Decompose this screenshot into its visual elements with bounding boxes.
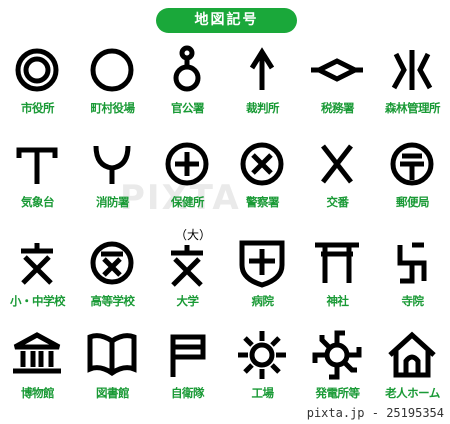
fire-station-icon (84, 136, 140, 192)
symbol-label: 工場 (251, 386, 275, 400)
symbol-label: 保健所 (171, 195, 205, 209)
symbol-cell: 博物館 (0, 327, 75, 417)
symbol-label: 警察署 (246, 195, 280, 209)
symbol-label: 発電所等 (315, 386, 361, 400)
symbol-label: 大学 (176, 294, 200, 308)
university-icon (159, 235, 215, 291)
government-office-icon (159, 42, 215, 98)
symbol-cell: 警察署 (225, 136, 300, 226)
symbol-cell: 自衛隊 (150, 327, 225, 417)
symbol-cell: 市役所 (0, 42, 75, 132)
factory-icon (234, 327, 290, 383)
school-icon (9, 235, 65, 291)
nursing-home-icon (384, 327, 440, 383)
tax-office-icon (309, 42, 365, 98)
symbol-cell: 裁判所 (225, 42, 300, 132)
symbol-cell: 高等学校 (75, 235, 150, 325)
symbol-cell: 交番 (300, 136, 375, 226)
symbol-cell: 小・中学校 (0, 235, 75, 325)
symbol-label: 図書館 (96, 386, 130, 400)
symbol-label: 市役所 (21, 101, 55, 115)
symbol-label: 博物館 (21, 386, 55, 400)
symbol-label: 消防署 (96, 195, 130, 209)
symbol-label: 裁判所 (246, 101, 280, 115)
symbol-cell: 官公署 (150, 42, 225, 132)
health-center-icon (159, 136, 215, 192)
shrine-icon (309, 235, 365, 291)
symbol-label: 神社 (326, 294, 350, 308)
symbol-cell: 寺院 (375, 235, 450, 325)
symbol-cell: 森林管理所 (375, 42, 450, 132)
self-defense-force-icon (159, 327, 215, 383)
symbol-label: 郵便局 (396, 195, 430, 209)
symbol-cell: 大学 (150, 235, 225, 325)
watermark: PIXTA (120, 178, 241, 218)
symbol-label: 官公署 (171, 101, 205, 115)
post-office-icon (384, 136, 440, 192)
symbol-cell: 病院 (225, 235, 300, 325)
symbol-label: 町村役場 (90, 101, 136, 115)
symbol-cell: 消防署 (75, 136, 150, 226)
symbol-cell: 発電所等 (300, 327, 375, 417)
symbol-label: 病院 (251, 294, 275, 308)
symbol-label: 高等学校 (90, 294, 136, 308)
symbol-cell: 町村役場 (75, 42, 150, 132)
symbol-label: 老人ホーム (385, 386, 440, 400)
symbol-label: 気象台 (21, 195, 55, 209)
page-title: 地図記号 (156, 8, 297, 33)
hospital-icon (234, 235, 290, 291)
city-hall-icon (9, 42, 65, 98)
forest-office-icon (384, 42, 440, 98)
symbol-cell: 老人ホーム (375, 327, 450, 417)
symbol-cell: 図書館 (75, 327, 150, 417)
library-icon (84, 327, 140, 383)
courthouse-icon (234, 42, 290, 98)
symbol-cell: 神社 (300, 235, 375, 325)
town-office-icon (84, 42, 140, 98)
power-plant-icon (309, 327, 365, 383)
symbol-label: 寺院 (401, 294, 425, 308)
symbol-cell: 気象台 (0, 136, 75, 226)
symbol-label: 交番 (326, 195, 350, 209)
credit-text: pixta.jp - 25195354 (306, 406, 444, 420)
symbol-label: 森林管理所 (385, 101, 441, 115)
symbol-label: 自衛隊 (171, 386, 205, 400)
police-box-icon (309, 136, 365, 192)
high-school-icon (84, 235, 140, 291)
symbol-label: 小・中学校 (10, 294, 66, 308)
symbol-cell: 税務署 (300, 42, 375, 132)
police-station-icon (234, 136, 290, 192)
university-note: （大） (175, 228, 212, 242)
symbol-label: 税務署 (321, 101, 355, 115)
symbol-cell: 郵便局 (375, 136, 450, 226)
symbol-cell: 工場 (225, 327, 300, 417)
museum-icon (9, 327, 65, 383)
weather-station-icon (9, 136, 65, 192)
temple-icon (384, 235, 440, 291)
symbol-cell: 保健所 (150, 136, 225, 226)
